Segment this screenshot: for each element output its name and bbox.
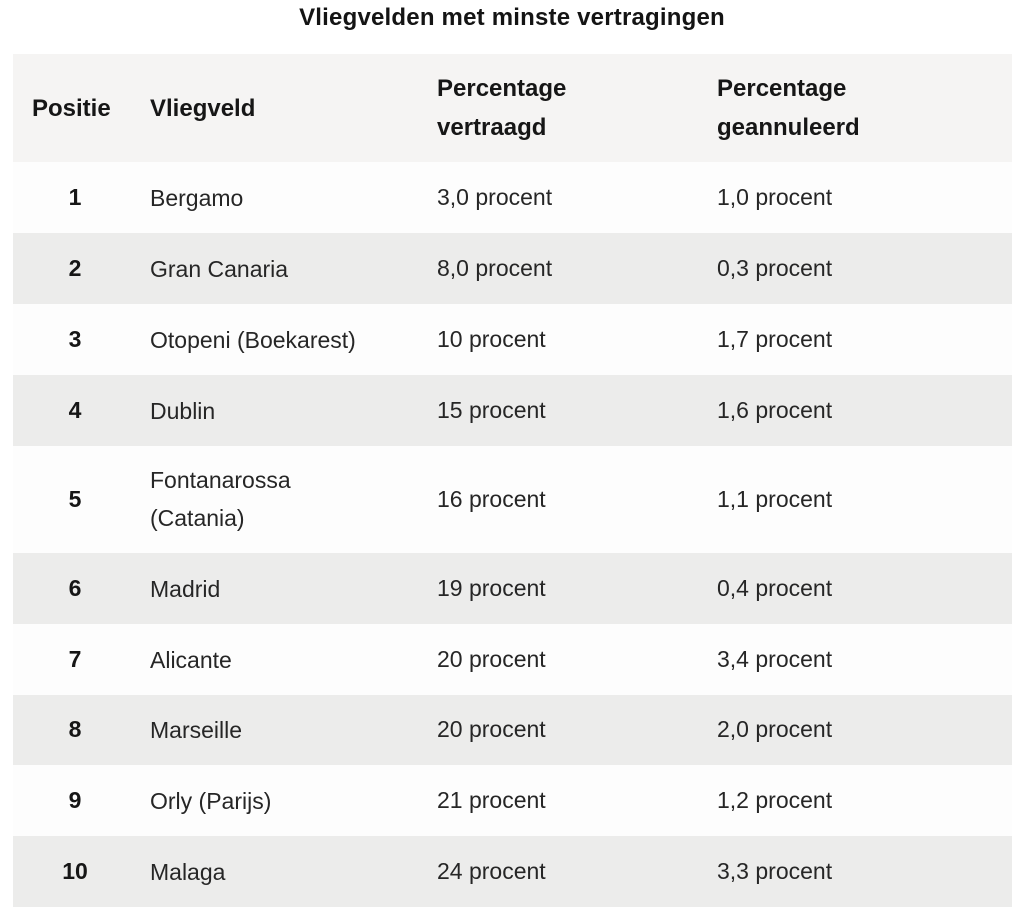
cell-percentage-vertraagd: 16 procent — [424, 445, 704, 553]
cell-percentage-geannuleerd: 0,4 procent — [704, 552, 1012, 624]
cell-percentage-vertraagd: 3,0 procent — [424, 162, 704, 233]
cell-percentage-vertraagd: 15 procent — [424, 374, 704, 446]
cell-vliegveld: Marseille — [137, 694, 424, 766]
column-header-percentage-vertraagd: Percentage vertraagd — [424, 54, 704, 162]
airport-name: Alicante — [150, 646, 232, 673]
table-row: 3 Otopeni (Boekarest) 10 procent 1,7 pro… — [13, 303, 1012, 375]
cell-vliegveld: Dublin — [137, 374, 424, 446]
cell-positie: 5 — [13, 445, 137, 553]
cell-vliegveld: Alicante — [137, 623, 424, 695]
airport-name: Otopeni (Boekarest) — [150, 326, 356, 353]
cell-percentage-geannuleerd: 1,7 procent — [704, 303, 1012, 375]
cell-vliegveld: Malaga — [137, 836, 424, 908]
cell-positie: 9 — [13, 765, 137, 837]
airports-delay-table: Positie Vliegveld Percentage vertraagd P… — [13, 54, 1012, 908]
cell-positie: 7 — [13, 623, 137, 695]
table-row: 5 Fontanarossa (Catania) 16 procent 1,1 … — [13, 445, 1012, 553]
airport-name: Madrid — [150, 575, 221, 602]
cell-percentage-geannuleerd: 1,6 procent — [704, 374, 1012, 446]
table-row: 1 Bergamo 3,0 procent 1,0 procent — [13, 162, 1012, 233]
cell-percentage-vertraagd: 8,0 procent — [424, 232, 704, 304]
column-header-positie: Positie — [13, 54, 137, 162]
cell-percentage-geannuleerd: 0,3 procent — [704, 232, 1012, 304]
cell-percentage-geannuleerd: 1,2 procent — [704, 765, 1012, 837]
column-header-percentage-vertraagd-label: Percentage vertraagd — [437, 75, 567, 141]
cell-percentage-vertraagd: 21 procent — [424, 765, 704, 837]
cell-percentage-vertraagd: 24 procent — [424, 836, 704, 908]
column-header-percentage-geannuleerd: Percentage geannuleerd — [704, 54, 1012, 162]
airport-name: Marseille — [150, 717, 243, 744]
table-row: 6 Madrid 19 procent 0,4 procent — [13, 552, 1012, 624]
cell-vliegveld: Fontanarossa (Catania) — [137, 445, 424, 553]
cell-vliegveld: Gran Canaria — [137, 232, 424, 304]
cell-vliegveld: Madrid — [137, 552, 424, 624]
page-title: Vliegvelden met minste vertragingen — [299, 4, 725, 31]
cell-positie: 2 — [13, 232, 137, 304]
cell-percentage-vertraagd: 20 procent — [424, 623, 704, 695]
cell-positie: 8 — [13, 694, 137, 766]
airport-name: Dublin — [150, 397, 216, 424]
cell-percentage-geannuleerd: 3,3 procent — [704, 836, 1012, 908]
airport-name: Orly (Parijs) — [150, 788, 272, 815]
cell-vliegveld: Orly (Parijs) — [137, 765, 424, 837]
cell-percentage-geannuleerd: 1,1 procent — [704, 445, 1012, 553]
cell-positie: 6 — [13, 552, 137, 624]
airport-name: Bergamo — [150, 184, 244, 211]
column-header-percentage-geannuleerd-label: Percentage geannuleerd — [717, 75, 860, 141]
cell-percentage-geannuleerd: 2,0 procent — [704, 694, 1012, 766]
cell-positie: 3 — [13, 303, 137, 375]
cell-positie: 1 — [13, 162, 137, 233]
column-header-vliegveld: Vliegveld — [137, 54, 424, 162]
cell-positie: 10 — [13, 836, 137, 908]
cell-vliegveld: Bergamo — [137, 162, 424, 233]
table-row: 7 Alicante 20 procent 3,4 procent — [13, 623, 1012, 695]
airport-name: Fontanarossa (Catania) — [150, 466, 291, 531]
cell-percentage-vertraagd: 19 procent — [424, 552, 704, 624]
cell-positie: 4 — [13, 374, 137, 446]
table-row: 8 Marseille 20 procent 2,0 procent — [13, 694, 1012, 766]
cell-percentage-geannuleerd: 3,4 procent — [704, 623, 1012, 695]
cell-vliegveld: Otopeni (Boekarest) — [137, 303, 424, 375]
airport-name: Gran Canaria — [150, 255, 289, 282]
cell-percentage-geannuleerd: 1,0 procent — [704, 162, 1012, 233]
table-row: 10 Malaga 24 procent 3,3 procent — [13, 836, 1012, 908]
airport-name: Malaga — [150, 859, 226, 886]
table-row: 2 Gran Canaria 8,0 procent 0,3 procent — [13, 232, 1012, 304]
cell-percentage-vertraagd: 20 procent — [424, 694, 704, 766]
table-row: 4 Dublin 15 procent 1,6 procent — [13, 374, 1012, 446]
table-header-row: Positie Vliegveld Percentage vertraagd P… — [13, 54, 1012, 162]
table-row: 9 Orly (Parijs) 21 procent 1,2 procent — [13, 765, 1012, 837]
cell-percentage-vertraagd: 10 procent — [424, 303, 704, 375]
